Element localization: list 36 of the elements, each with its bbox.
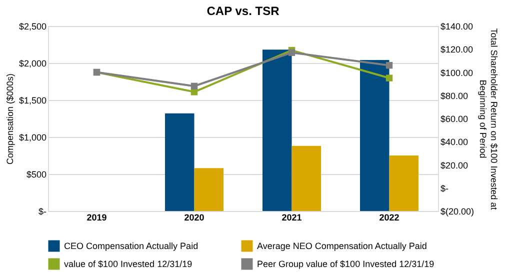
- y2-axis-title: Total Shareholder Return on $100 Invested at Beginning of Period: [478, 28, 500, 210]
- x-tick-label: 2021: [282, 212, 302, 222]
- y-tick-label: $2,000: [18, 58, 46, 68]
- legend-label: Average NEO Compensation Actually Paid: [257, 241, 427, 251]
- bar: [360, 60, 390, 211]
- y-tick-label: $2,500: [18, 22, 46, 32]
- y2-tick-label: $(20.00): [440, 206, 474, 216]
- y-tick-label: $1,000: [18, 132, 46, 142]
- y2-tick-label: $140.00: [440, 22, 474, 32]
- bar: [194, 168, 224, 211]
- y-tick-label: $-: [38, 206, 46, 216]
- bar: [262, 50, 292, 211]
- x-tick-label: 2022: [379, 212, 400, 222]
- bar: [389, 156, 418, 211]
- y2-tick-label: $-: [440, 183, 449, 194]
- chart-title: CAP vs. TSR: [206, 4, 280, 18]
- y2-tick-label: $120.00: [440, 44, 474, 55]
- y-axis-title: Compensation ($000s): [4, 73, 15, 165]
- legend-label: value of $100 Invested 12/31/19: [64, 259, 192, 269]
- y2-tick-label: $100.00: [440, 68, 474, 78]
- y2-tick-label: $60.00: [440, 114, 468, 124]
- y2-tick-label: $40.00: [440, 137, 468, 148]
- point: [386, 74, 393, 82]
- point: [386, 62, 393, 69]
- y-tick-label: $1,500: [18, 96, 46, 106]
- point: [190, 82, 198, 90]
- y2-tick-label: $80.00: [440, 90, 468, 101]
- point: [288, 49, 296, 56]
- x-tick-label: 2019: [86, 212, 107, 222]
- y2-tick-label: $20.00: [440, 160, 468, 170]
- x-tick-label: 2020: [184, 212, 204, 222]
- y-tick-label: $500: [26, 170, 46, 180]
- legend-label: CEO Compensation Actually Paid: [64, 241, 198, 251]
- legend-label: Peer Group value of $100 Invested 12/31/19: [257, 259, 434, 269]
- bar: [292, 146, 321, 211]
- bar: [165, 113, 194, 211]
